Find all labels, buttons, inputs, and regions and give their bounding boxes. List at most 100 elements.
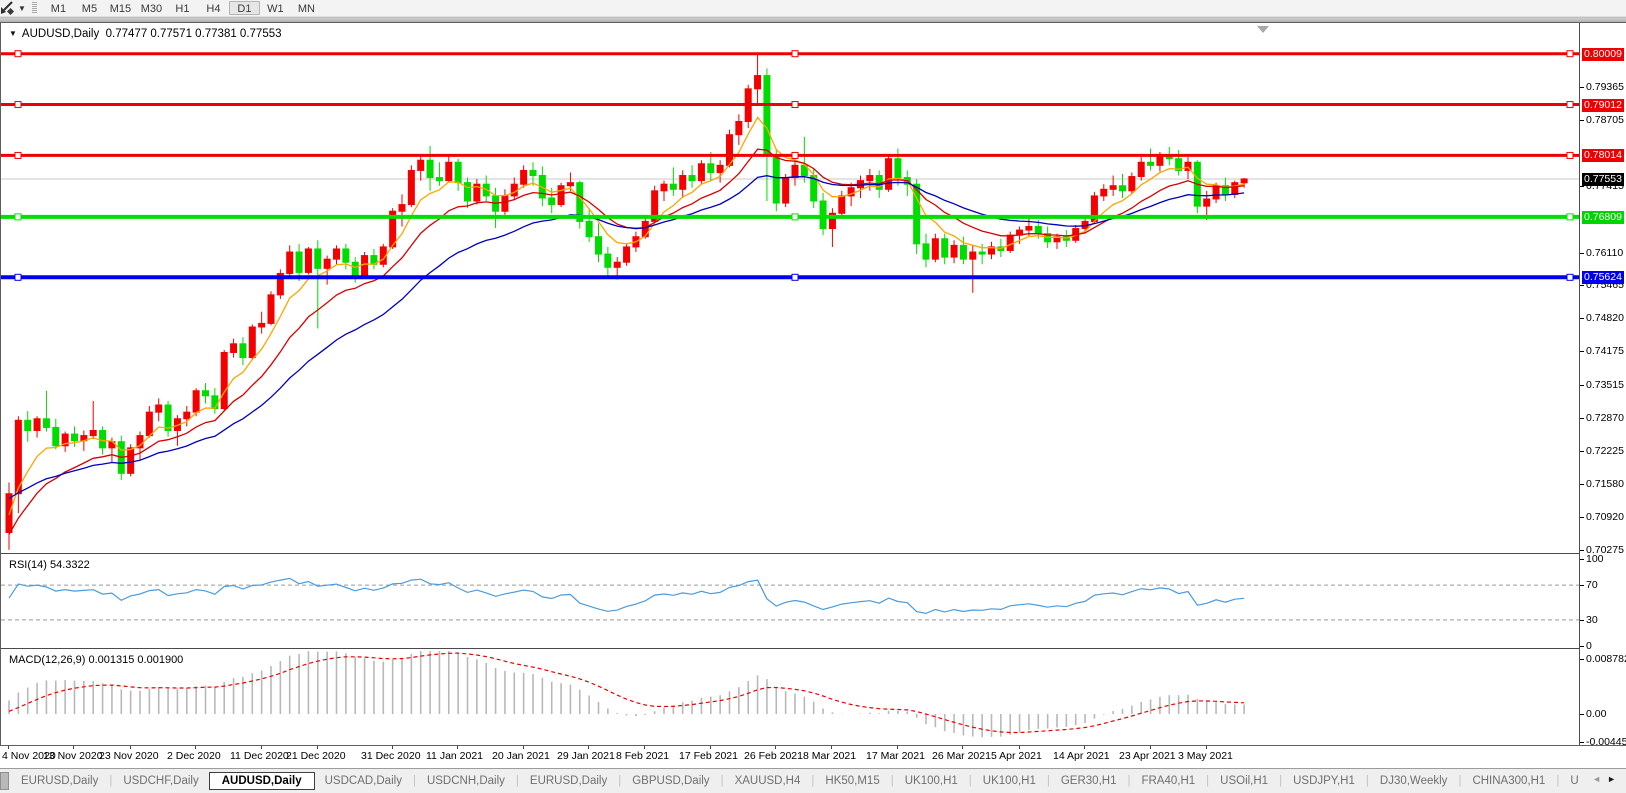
tab-DJ30-Weekly[interactable]: DJ30,Weekly <box>1379 775 1448 787</box>
tab-UK100-H1[interactable]: UK100,H1 <box>904 775 958 787</box>
tab-XAUUSD-H4[interactable]: XAUUSD,H4 <box>734 775 801 787</box>
tab-scroll-right-button[interactable]: ► <box>1607 774 1622 784</box>
date-tick <box>644 746 645 749</box>
timeframe-button-D1[interactable]: D1 <box>228 1 260 15</box>
chart-scroll-strip[interactable] <box>0 17 1626 23</box>
date-tick <box>130 746 131 749</box>
date-tick <box>457 746 458 749</box>
date-tick <box>317 746 318 749</box>
date-tick <box>1206 746 1207 749</box>
cursor-tool-icon[interactable] <box>0 1 15 16</box>
price-tick-label: 0.74820 <box>1580 313 1624 324</box>
tab-separator: | <box>890 775 894 787</box>
chart-title: ▼ AUDUSD,Daily 0.77477 0.77571 0.77381 0.… <box>9 28 282 40</box>
toolbar-grip[interactable] <box>31 2 37 14</box>
price-tick-label: 0.70275 <box>1580 545 1624 556</box>
tab-AUDUSD-Daily[interactable]: AUDUSD,Daily <box>208 772 315 790</box>
tab-GBPUSD-Daily[interactable]: GBPUSD,Daily <box>632 775 710 787</box>
date-label: 21 Dec 2020 <box>286 750 346 762</box>
tab-GER30-H1[interactable]: GER30,H1 <box>1060 775 1117 787</box>
tab-EURUSD-Daily[interactable]: EURUSD,Daily <box>529 775 608 787</box>
date-label: 17 Feb 2021 <box>679 750 738 762</box>
price-tick-label: 0.72225 <box>1580 446 1624 457</box>
date-tick <box>1084 746 1085 749</box>
price-tick-label: 0.77415 <box>1580 181 1624 192</box>
tab-separator: | <box>515 775 519 787</box>
chart-shift-marker-icon[interactable] <box>1257 26 1269 33</box>
tab-CHINA300-H1[interactable]: CHINA300,H1 <box>1472 775 1546 787</box>
rsi-value: 54.3322 <box>49 559 90 571</box>
tab-HK50-M15[interactable]: HK50,M15 <box>825 775 880 787</box>
date-label: 11 Dec 2020 <box>230 750 289 762</box>
price-axis[interactable]: 0.79365 0.78705 0.77415 0.76110 0.75465 0.748… <box>1579 23 1626 748</box>
date-tick <box>73 746 74 749</box>
chart-tab-bar: EURUSD,Daily | USDCHF,Daily AUDUSD,Daily USD… <box>0 768 1626 793</box>
macd-values: 0.001315 0.001900 <box>88 654 184 666</box>
rsi-axis-label: 0 <box>1580 641 1592 652</box>
tab-separator: | <box>1127 775 1131 787</box>
tab-EURUSD-Daily[interactable]: EURUSD,Daily <box>21 775 99 787</box>
main-price-chart[interactable] <box>1 23 1579 553</box>
tab-separator: | <box>1206 775 1210 787</box>
chart-title-ohlc: 0.77477 0.77571 0.77381 0.77553 <box>105 28 282 40</box>
date-tick <box>588 746 589 749</box>
date-label: 20 Jan 2021 <box>492 750 550 762</box>
timeframe-button-M15[interactable]: M15 <box>109 3 132 15</box>
date-tick <box>8 746 9 749</box>
tab-USDCNH-Daily[interactable]: USDCNH,Daily <box>426 775 505 787</box>
tab-USOil-H1[interactable]: USOil,H1 <box>1220 775 1269 787</box>
price-line-badge: 0.76809 <box>1582 211 1624 224</box>
date-label: 31 Dec 2020 <box>361 750 421 762</box>
date-tick <box>710 746 711 749</box>
timeframe-button-M5[interactable]: M5 <box>81 3 98 15</box>
tab-USDJPY-H1[interactable]: USDJPY,H1 <box>1293 775 1355 787</box>
tab-separator: | <box>618 775 622 787</box>
chart-title-symbol: AUDUSD,Daily <box>21 28 100 40</box>
timeframe-button-MN[interactable]: MN <box>297 3 315 15</box>
toolbar-dropdown-icon[interactable]: ▼ <box>18 3 26 13</box>
date-label: 2 Dec 2020 <box>167 750 221 762</box>
tab-U[interactable]: U <box>1570 775 1579 787</box>
top-toolbar: ▼ M1 M5 M15 M30 H1 H4 D1 W1 MN <box>0 0 1626 17</box>
price-tick-label: 0.73515 <box>1580 380 1624 391</box>
timeframe-button-H1[interactable]: H1 <box>175 3 190 15</box>
price-tick-label: 0.76110 <box>1580 248 1623 259</box>
date-label: 8 Mar 2021 <box>803 750 857 762</box>
timeframe-button-W1[interactable]: W1 <box>267 3 284 15</box>
tab-FRA40-H1[interactable]: FRA40,H1 <box>1141 775 1196 787</box>
timeframe-button-M30[interactable]: M30 <box>140 3 163 15</box>
tab-separator: | <box>1046 775 1050 787</box>
macd-label: MACD(12,26,9) 0.001315 0.001900 <box>9 654 183 666</box>
tab-USDCAD-Daily[interactable]: USDCAD,Daily <box>324 775 402 787</box>
tab-separator: | <box>720 775 724 787</box>
price-tick-label: 0.71580 <box>1580 479 1624 490</box>
tab-USDCHF-Daily[interactable]: USDCHF,Daily <box>123 775 199 787</box>
date-label: 23 Apr 2021 <box>1119 750 1176 762</box>
macd-axis-label: -0.004451 <box>1580 737 1626 748</box>
rsi-panel[interactable] <box>1 556 1579 648</box>
tab-list: EURUSD,Daily | USDCHF,Daily AUDUSD,Daily USD… <box>11 772 1589 790</box>
date-label: 17 Mar 2021 <box>866 750 925 762</box>
timeframe-button-M1[interactable]: M1 <box>50 3 67 15</box>
date-label: 5 Apr 2021 <box>991 750 1042 762</box>
price-tick-label: 0.79365 <box>1580 82 1624 93</box>
date-tick <box>1019 746 1020 749</box>
date-label: 14 Apr 2021 <box>1053 750 1110 762</box>
tab-separator: | <box>1365 775 1369 787</box>
chart-title-triangle-icon[interactable]: ▼ <box>9 29 17 38</box>
rsi-axis-label: 100 <box>1580 554 1604 565</box>
date-axis[interactable]: 4 Nov 2020 13 Nov 2020 23 Nov 2020 2 Dec 20… <box>0 746 1626 768</box>
date-tick <box>962 746 963 749</box>
tabbar-stub <box>0 772 9 790</box>
tab-scroll-left-button[interactable]: ◄ <box>1592 774 1608 784</box>
macd-name: MACD(12,26,9) <box>9 654 86 666</box>
price-tick-label: 0.78705 <box>1580 115 1624 126</box>
macd-panel[interactable] <box>1 651 1579 745</box>
timeframe-button-H4[interactable]: H4 <box>206 3 221 15</box>
tab-UK100-H1[interactable]: UK100,H1 <box>982 775 1036 787</box>
tab-separator: | <box>109 775 113 787</box>
rsi-axis-label: 30 <box>1580 615 1598 626</box>
date-tick <box>392 746 393 749</box>
date-tick <box>523 746 524 749</box>
